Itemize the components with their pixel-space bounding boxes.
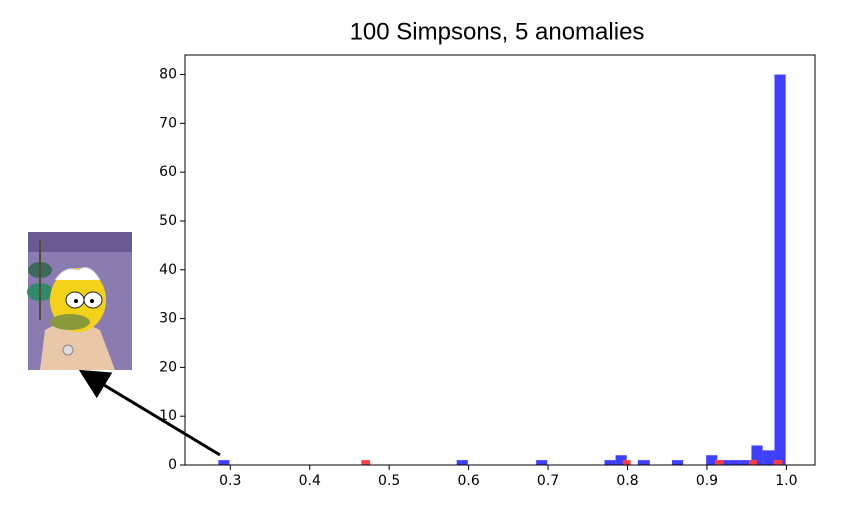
chart-title: 100 Simpsons, 5 anomalies (350, 18, 645, 45)
bar (218, 460, 230, 465)
bar (773, 460, 783, 465)
x-tick-label: 0.3 (219, 473, 241, 489)
y-tick-label: 60 (159, 164, 177, 180)
simpson-image (27, 232, 132, 370)
plot-frame (184, 54, 816, 466)
bar (604, 460, 616, 465)
x-tick-label: 0.7 (537, 473, 559, 489)
x-tick-label: 0.6 (457, 473, 479, 489)
bar (774, 74, 786, 466)
bar (361, 460, 371, 465)
y-tick-label: 40 (159, 262, 177, 278)
bar (714, 460, 724, 465)
x-tick-label: 1.0 (775, 473, 797, 489)
plot-area: 0.3 0.4 0.5 0.6 0.7 0.8 0.9 1.0 0 10 20 30 40 50 60 70 8… (159, 54, 816, 489)
x-tick-label: 0.5 (378, 473, 400, 489)
y-tick-label: 80 (159, 67, 177, 83)
bar (637, 460, 650, 465)
bar (729, 460, 741, 465)
y-tick-label: 10 (159, 408, 177, 424)
bar (536, 460, 548, 465)
x-tick-label: 0.9 (696, 473, 718, 489)
bar (671, 460, 684, 465)
y-tick-label: 70 (159, 115, 177, 131)
y-tick-label: 30 (159, 311, 177, 327)
x-tick-label: 0.8 (616, 473, 638, 489)
bar (749, 460, 758, 465)
y-tick-label: 20 (159, 359, 177, 375)
y-tick-label: 50 (159, 213, 177, 229)
bar (615, 455, 627, 465)
bar (762, 450, 775, 465)
bar (751, 445, 763, 465)
bar (622, 460, 631, 465)
x-tick-label: 0.4 (299, 473, 321, 489)
arrow (78, 369, 221, 457)
y-tick-label: 0 (168, 457, 177, 473)
bar (706, 455, 718, 465)
bar (740, 460, 752, 465)
bar (456, 460, 468, 465)
